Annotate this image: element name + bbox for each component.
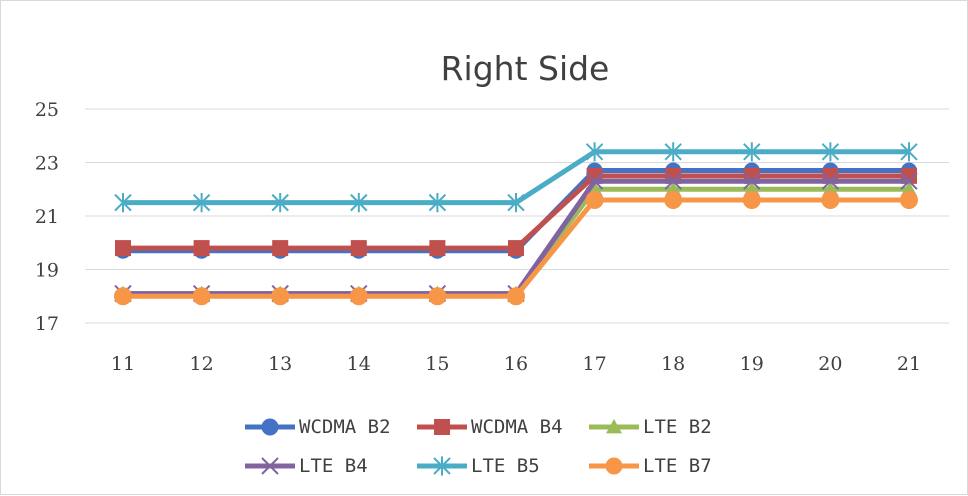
legend-item: LTE B7 — [589, 455, 712, 477]
data-point — [350, 240, 367, 257]
legend-label: WCDMA B2 — [299, 416, 391, 438]
data-point — [900, 190, 918, 209]
x-tick-label: 19 — [740, 353, 764, 375]
x-tick-label: 17 — [583, 353, 607, 375]
x-tick-label: 14 — [347, 353, 371, 375]
legend-item: LTE B2 — [589, 416, 712, 438]
x-tick-label: 21 — [897, 353, 921, 375]
legend-label: WCDMA B4 — [471, 416, 563, 438]
x-tick-label: 12 — [190, 353, 214, 375]
data-point — [664, 190, 683, 209]
y-axis-ticks: 17 19 21 23 25 — [35, 99, 59, 335]
x-tick-label: 15 — [425, 353, 449, 375]
legend-label: LTE B2 — [643, 416, 712, 438]
x-tick-label: 18 — [661, 353, 685, 375]
legend-marker — [605, 457, 623, 475]
data-point — [193, 240, 210, 257]
legend-marker — [261, 418, 279, 436]
data-point — [428, 193, 447, 213]
x-axis-ticks: 11 12 13 14 15 16 17 18 19 20 21 — [111, 353, 921, 375]
legend-marker — [434, 419, 450, 435]
x-tick-label: 16 — [504, 353, 528, 375]
data-point — [507, 193, 525, 213]
data-point — [900, 142, 918, 162]
legend-item: LTE B5 — [417, 455, 540, 477]
legend-marker — [261, 457, 279, 475]
data-point — [192, 287, 211, 306]
legend-item: LTE B4 — [245, 455, 368, 477]
data-point — [115, 240, 131, 257]
data-point — [507, 287, 525, 306]
legend-label: LTE B7 — [643, 455, 712, 477]
data-point — [900, 172, 918, 190]
data-point — [428, 287, 447, 306]
data-point — [664, 142, 682, 162]
legend-item: WCDMA B4 — [417, 416, 563, 438]
x-tick-label: 11 — [111, 353, 135, 375]
data-point — [821, 172, 840, 190]
y-tick-label: 21 — [35, 206, 59, 228]
data-point — [429, 240, 446, 257]
data-point — [192, 193, 211, 213]
data-point — [349, 287, 368, 306]
data-point — [821, 142, 840, 162]
data-point — [664, 172, 682, 190]
data-point — [821, 190, 840, 209]
data-point — [585, 142, 604, 162]
legend-marker — [606, 419, 622, 434]
data-point — [272, 240, 289, 257]
legend-marker — [433, 456, 451, 476]
chart-title: Right Side — [441, 49, 610, 88]
gridlines — [85, 108, 949, 324]
y-tick-label: 19 — [35, 260, 59, 282]
series-lte-b5 — [114, 142, 918, 213]
x-tick-label: 13 — [268, 353, 292, 375]
data-point — [271, 193, 289, 213]
legend-item: WCDMA B2 — [245, 416, 391, 438]
y-tick-label: 23 — [35, 153, 59, 175]
data-point — [508, 240, 524, 257]
x-tick-label: 20 — [818, 353, 842, 375]
data-point — [585, 190, 604, 209]
legend: WCDMA B2 WCDMA B4 LTE B2 LTE B4 LTE B5 LTE B7 — [245, 416, 712, 477]
data-point — [271, 287, 290, 306]
data-point — [114, 287, 132, 306]
series-lte-b4 — [114, 172, 918, 303]
series-lines — [114, 142, 918, 306]
data-point — [742, 190, 761, 209]
y-tick-label: 25 — [35, 99, 59, 121]
data-point — [743, 142, 761, 162]
y-tick-label: 17 — [35, 313, 59, 335]
data-point — [743, 172, 761, 190]
legend-label: LTE B5 — [471, 455, 540, 477]
data-point — [114, 193, 132, 213]
legend-label: LTE B4 — [299, 455, 368, 477]
data-point — [585, 172, 604, 190]
series-lte-b7 — [114, 190, 918, 306]
data-point — [350, 193, 368, 213]
